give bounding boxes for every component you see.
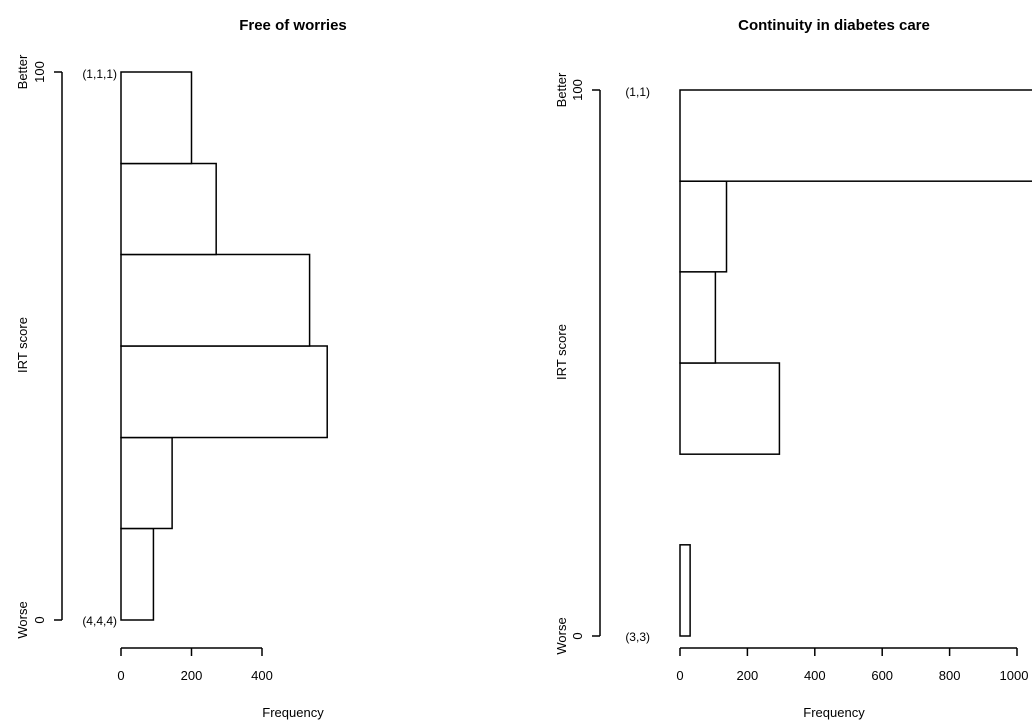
x-tick-label: 200 (181, 668, 203, 683)
top-pattern-label: (1,1,1) (82, 67, 117, 81)
histogram-bar (679, 271, 717, 364)
histogram-bar (679, 544, 691, 637)
bottom-pattern-label: (4,4,4) (82, 614, 117, 628)
y-tick-label-bottom: 0 (570, 632, 585, 639)
y-worse-label: Worse (554, 617, 569, 654)
x-axis-label: Frequency (803, 705, 865, 720)
y-tick-label-bottom: 0 (32, 616, 47, 623)
histogram-bar (120, 436, 173, 530)
histogram-bar (679, 89, 1032, 182)
panel-continuity-in-diabetes-care: Continuity in diabetes care 100 0 Better… (554, 17, 1032, 720)
chart-title: Continuity in diabetes care (738, 17, 930, 34)
histogram-bar (120, 162, 217, 256)
y-tick-label-top: 100 (570, 79, 585, 101)
histogram-bar (679, 362, 781, 455)
bars (679, 89, 1032, 637)
x-tick-label: 600 (871, 668, 893, 683)
bottom-pattern-label: (3,3) (625, 630, 650, 644)
panel-free-of-worries: Free of worries 100 0 Better Worse IRT s… (15, 17, 347, 720)
x-tick-label: 1000 (1000, 668, 1029, 683)
x-tick-label: 0 (676, 668, 683, 683)
y-better-label: Better (15, 54, 30, 89)
x-tick-label: 400 (251, 668, 273, 683)
histogram-bar (120, 253, 311, 347)
y-axis-label: IRT score (15, 317, 30, 373)
x-tick-label: 200 (737, 668, 759, 683)
y-tick-label-top: 100 (32, 61, 47, 83)
histogram-bar (120, 345, 328, 439)
y-worse-label: Worse (15, 601, 30, 638)
histogram-bar (120, 71, 193, 165)
y-better-label: Better (554, 72, 569, 107)
y-axis-label: IRT score (554, 324, 569, 380)
x-tick-label: 800 (939, 668, 961, 683)
histogram-bar (120, 527, 155, 621)
top-pattern-label: (1,1) (625, 85, 650, 99)
histogram-bar (679, 180, 728, 273)
x-axis-label: Frequency (262, 705, 324, 720)
chart-title: Free of worries (239, 17, 347, 34)
x-tick-label: 0 (117, 668, 124, 683)
x-tick-label: 400 (804, 668, 826, 683)
bars (120, 71, 328, 621)
